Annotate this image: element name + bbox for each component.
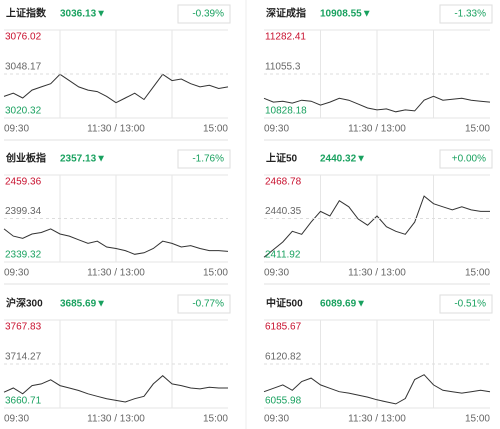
y-tick-label: 3020.32 <box>5 106 42 117</box>
x-tick-label: 09:30 <box>4 268 29 279</box>
change-pct: -1.33% <box>454 9 486 20</box>
change-box <box>439 149 493 169</box>
index-price: 2440.32▼ <box>320 154 366 165</box>
y-tick-label: 3714.27 <box>5 352 42 363</box>
index-price: 2357.13▼ <box>60 154 106 165</box>
index-name: 上证50 <box>266 152 298 165</box>
price-line <box>263 195 490 258</box>
x-tick-label: 09:30 <box>264 124 289 135</box>
y-tick-label: 6185.67 <box>265 322 302 333</box>
y-tick-label: 11055.3 <box>265 62 301 73</box>
change-box <box>439 4 493 24</box>
index-name: 创业板指 <box>5 152 46 165</box>
index-price: 3685.69▼ <box>60 299 106 310</box>
y-tick-label: 3048.17 <box>5 62 42 73</box>
change-pct: -0.51% <box>454 299 486 310</box>
y-tick-label: 2440.35 <box>265 206 302 217</box>
index-name: 上证指数 <box>6 7 47 20</box>
index-name: 深证成指 <box>266 7 306 20</box>
change-pct: +0.00% <box>452 154 486 165</box>
y-tick-label: 3660.71 <box>5 396 42 407</box>
x-tick-label: 09:30 <box>264 268 289 279</box>
change-box <box>177 294 231 314</box>
price-line <box>263 374 491 405</box>
index-price: 10908.55▼ <box>320 9 372 20</box>
y-tick-label: 6120.82 <box>265 352 302 363</box>
price-line <box>3 73 229 104</box>
x-tick-label: 15:00 <box>465 268 490 279</box>
x-tick-label: 11:30 / 13:00 <box>87 124 145 135</box>
change-box <box>177 4 231 24</box>
y-tick-label: 2411.92 <box>265 250 301 261</box>
change-pct: -0.39% <box>192 9 224 20</box>
x-tick-label: 15:00 <box>203 414 228 425</box>
y-tick-label: 2339.32 <box>5 250 42 261</box>
change-box <box>439 294 493 314</box>
x-tick-label: 15:00 <box>203 124 228 135</box>
x-tick-label: 09:30 <box>4 414 29 425</box>
y-tick-label: 3767.83 <box>5 322 42 333</box>
x-tick-label: 11:30 / 13:00 <box>87 414 145 425</box>
y-tick-label: 10828.18 <box>265 106 307 117</box>
change-box <box>177 149 231 169</box>
y-tick-label: 3076.02 <box>5 32 42 43</box>
x-tick-label: 09:30 <box>264 414 289 425</box>
index-price: 6089.69▼ <box>320 299 366 310</box>
y-tick-label: 6055.98 <box>265 396 302 407</box>
y-tick-label: 2399.34 <box>5 206 42 217</box>
x-tick-label: 11:30 / 13:00 <box>348 268 406 279</box>
x-tick-label: 09:30 <box>4 124 29 135</box>
x-tick-label: 15:00 <box>203 268 228 279</box>
price-line <box>263 95 491 113</box>
x-tick-label: 15:00 <box>465 124 490 135</box>
price-line <box>3 375 228 403</box>
index-name: 中证500 <box>266 297 303 310</box>
price-line <box>3 228 229 255</box>
x-tick-label: 11:30 / 13:00 <box>348 124 406 135</box>
x-tick-label: 11:30 / 13:00 <box>348 414 406 425</box>
change-pct: -0.77% <box>192 299 224 310</box>
change-pct: -1.76% <box>192 154 224 165</box>
x-tick-label: 15:00 <box>465 414 490 425</box>
y-tick-label: 2459.36 <box>5 177 42 188</box>
y-tick-label: 2468.78 <box>265 177 302 188</box>
x-tick-label: 11:30 / 13:00 <box>87 268 145 279</box>
index-name: 沪深300 <box>6 297 43 310</box>
index-price: 3036.13▼ <box>60 9 106 20</box>
y-tick-label: 11282.41 <box>265 32 306 43</box>
